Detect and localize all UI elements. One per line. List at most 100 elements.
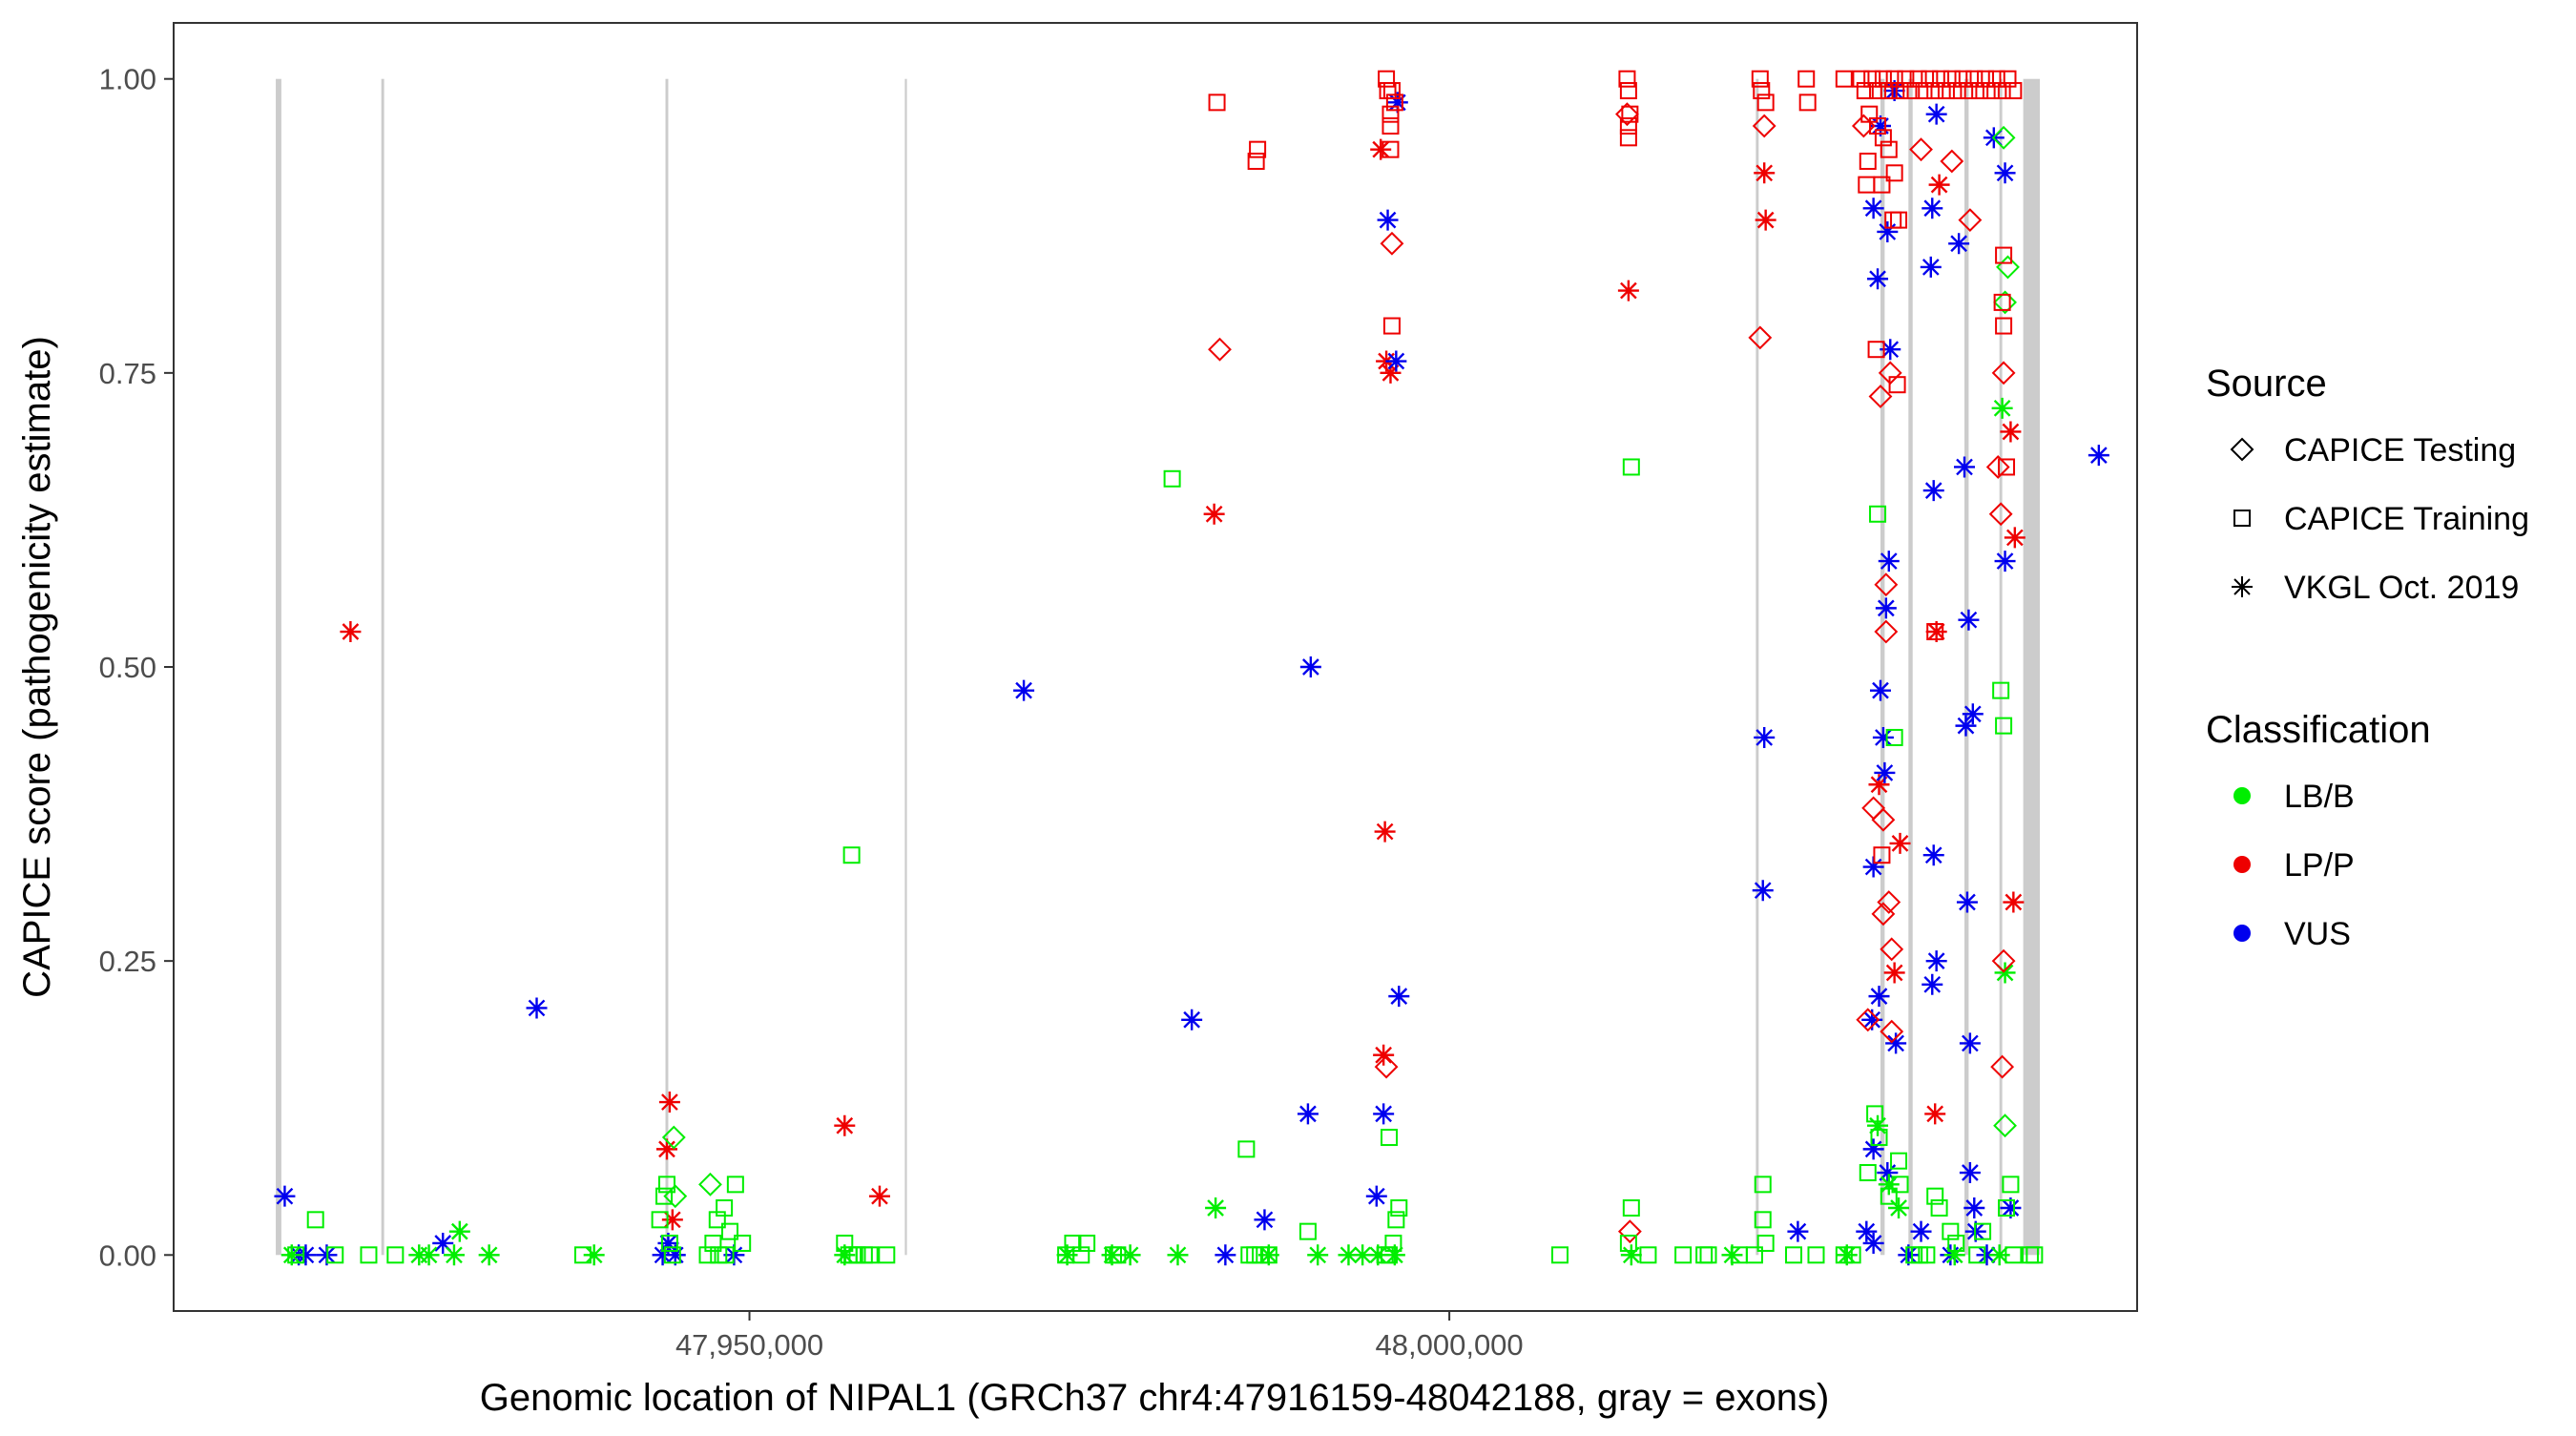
point-diamond [1871, 902, 1896, 926]
point-asterisk [657, 1232, 679, 1254]
point-diamond [1993, 1113, 2017, 1138]
legend-item-capice-training: CAPICE Training [2233, 501, 2529, 537]
point-asterisk [280, 1244, 302, 1266]
point-asterisk [1994, 162, 2016, 184]
point-asterisk [1215, 1244, 1236, 1266]
point-asterisk [432, 1232, 454, 1254]
y-tick-label: 1.00 [99, 63, 156, 96]
point-square [1756, 1234, 1775, 1252]
exon-band [276, 78, 281, 1256]
legend-item-lbb: LB/B [2233, 779, 2355, 815]
point-asterisk [1928, 174, 1950, 196]
point-asterisk [1383, 1244, 1405, 1266]
point-asterisk [1925, 103, 1947, 125]
y-tick-label: 0.00 [99, 1238, 156, 1272]
point-asterisk [2004, 527, 2025, 549]
point-square [1948, 82, 1966, 100]
point-square [1947, 1234, 1965, 1252]
point-asterisk [1962, 703, 1984, 725]
point-square [1259, 1246, 1278, 1264]
point-square [1870, 1129, 1888, 1147]
point-asterisk [1254, 1209, 1276, 1231]
point-square [1890, 211, 1908, 229]
point-square [663, 1246, 681, 1264]
point-square [1622, 1198, 1640, 1217]
point-asterisk [1988, 1244, 2010, 1266]
point-diamond [1874, 619, 1899, 644]
point-asterisk [652, 1244, 674, 1266]
point-square [1891, 82, 1909, 100]
point-asterisk [1205, 1197, 1227, 1218]
point-asterisk [1869, 115, 1891, 137]
point-square [1381, 1129, 1399, 1147]
point-asterisk [868, 1185, 890, 1207]
point-square [1745, 1246, 1763, 1264]
point-asterisk [1943, 1244, 1965, 1266]
point-asterisk [1867, 268, 1889, 290]
square-icon [2233, 510, 2251, 527]
point-square [704, 1234, 722, 1252]
point-asterisk [1922, 973, 1943, 995]
point-asterisk [526, 997, 548, 1019]
point-square [1921, 70, 1939, 88]
point-asterisk [1922, 198, 1943, 219]
exon-band [2023, 78, 2041, 1256]
point-diamond [1617, 1219, 1642, 1244]
point-asterisk [1299, 656, 1321, 677]
point-square [1918, 1246, 1936, 1264]
point-diamond [1909, 137, 1933, 162]
point-asterisk [1836, 1244, 1858, 1266]
lbb-dot-icon [2233, 787, 2251, 804]
point-asterisk [1056, 1244, 1078, 1266]
point-diamond [1752, 114, 1776, 138]
point-square [1109, 1246, 1127, 1264]
point-diamond [1991, 948, 2016, 973]
point-square [1208, 94, 1226, 112]
point-diamond [1615, 102, 1639, 127]
series [1208, 102, 2016, 1244]
point-asterisk [1868, 986, 1890, 1008]
point-square [1639, 1246, 1657, 1264]
point-asterisk [1862, 856, 1884, 878]
point-square [1852, 70, 1870, 88]
point-asterisk [1976, 1244, 1998, 1266]
point-asterisk [655, 1138, 677, 1160]
exon-band [381, 78, 384, 1256]
point-asterisk [274, 1185, 296, 1207]
point-asterisk [1925, 621, 1947, 643]
series [287, 458, 2044, 1264]
point-square [1807, 1246, 1825, 1264]
data-points [274, 70, 2109, 1266]
y-tick-label: 0.50 [99, 651, 156, 684]
legend-source-title: Source [2206, 363, 2327, 405]
legend-item-lpp: LP/P [2233, 847, 2355, 884]
point-diamond [1993, 290, 2017, 315]
y-axis: 0.00 0.25 0.50 0.75 1.00 [99, 63, 174, 1272]
point-square [1756, 94, 1775, 112]
y-tick-label: 0.25 [99, 945, 156, 978]
point-square [1754, 1176, 1772, 1194]
point-square [1621, 105, 1639, 123]
legend-label-lbb: LB/B [2284, 779, 2355, 815]
point-square [720, 1222, 738, 1240]
point-square [698, 1246, 717, 1264]
point-asterisk [1307, 1244, 1329, 1266]
point-square [1885, 70, 1903, 88]
point-square [1987, 70, 2005, 88]
point-square [1930, 1198, 1948, 1217]
point-asterisk [1862, 1232, 1884, 1254]
point-asterisk [1958, 609, 1980, 631]
series [1208, 70, 2023, 864]
point-square [1977, 70, 1995, 88]
point-asterisk [1101, 1244, 1123, 1266]
point-square [1869, 505, 1887, 523]
point-asterisk [1370, 138, 1392, 160]
point-diamond [1208, 337, 1232, 362]
point-square [2005, 1246, 2023, 1264]
point-asterisk [1885, 1032, 1907, 1054]
point-square [1942, 70, 1961, 88]
legend-label-lpp: LP/P [2284, 847, 2355, 884]
point-asterisk [1922, 480, 1944, 502]
point-asterisk [295, 1244, 317, 1266]
point-square [1753, 82, 1771, 100]
